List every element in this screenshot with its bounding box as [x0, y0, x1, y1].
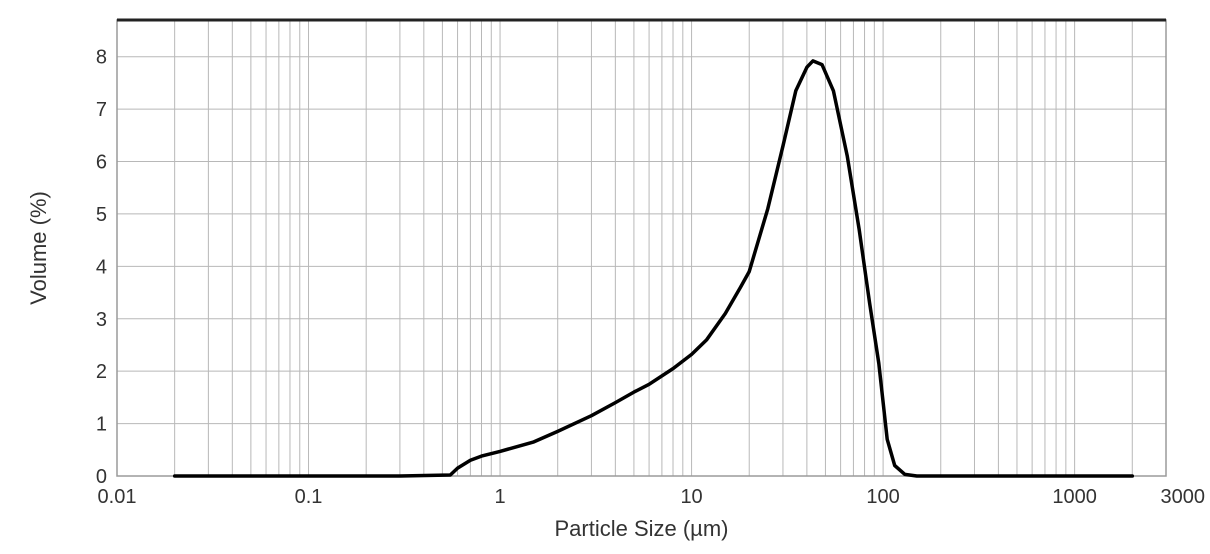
x-tick-label-6: 3000 — [1161, 486, 1206, 508]
volume-curve — [172, 59, 1135, 478]
y-tick-label-7: 7 — [96, 99, 107, 121]
x-tick-label-2: 1 — [494, 486, 505, 508]
y-axis-label: Volume (%) — [26, 191, 51, 305]
y-tick-label-3: 3 — [96, 309, 107, 331]
x-axis-label: Particle Size (µm) — [554, 516, 728, 541]
x-tick-label-5: 1000 — [1052, 486, 1097, 508]
y-tick-label-0: 0 — [96, 466, 107, 488]
y-tick-label-8: 8 — [96, 47, 107, 69]
x-tick-label-0: 0.01 — [98, 486, 137, 508]
y-tick-label-6: 6 — [96, 152, 107, 174]
y-tick-labels: 0 1 2 3 4 5 6 7 8 — [96, 47, 107, 488]
x-tick-label-4: 100 — [866, 486, 899, 508]
y-tick-label-2: 2 — [96, 361, 107, 383]
y-tick-label-5: 5 — [96, 204, 107, 226]
plot-frame — [116, 19, 1167, 477]
x-tick-label-3: 10 — [680, 486, 702, 508]
x-tick-label-1: 0.1 — [295, 486, 323, 508]
x-tick-labels: 0.01 0.1 1 10 100 1000 3000 — [98, 486, 1205, 508]
y-tick-label-1: 1 — [96, 414, 107, 436]
y-tick-label-4: 4 — [96, 256, 107, 278]
gridlines — [117, 20, 1166, 476]
